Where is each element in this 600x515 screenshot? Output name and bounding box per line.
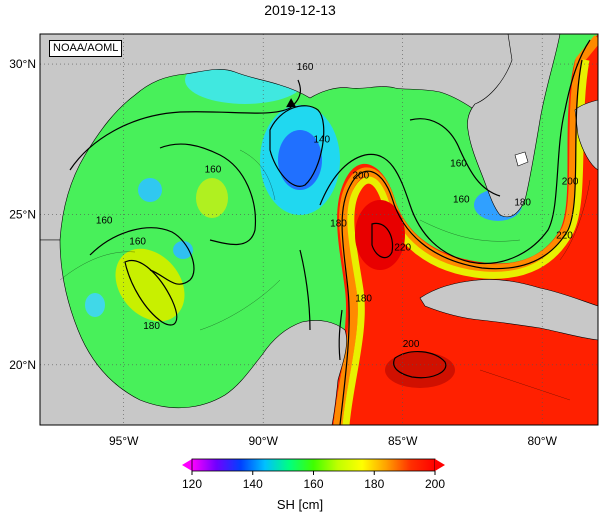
colorbar-gradient <box>191 458 436 472</box>
colorbar-tick-label: 140 <box>243 477 263 491</box>
cool-spot-a <box>138 178 162 202</box>
axis-labels: 30°N 25°N 20°N 95°W 90°W 85°W 80°W <box>9 57 557 448</box>
colorbar-right-arrow <box>435 459 445 471</box>
contour-label: 200 <box>403 339 420 350</box>
florida-peninsula <box>467 34 561 218</box>
colorbar-tick-label: 160 <box>303 477 323 491</box>
lon-tick-label: 90°W <box>248 434 278 448</box>
colorbar-tick-label: 120 <box>182 477 202 491</box>
contour-180-loop <box>319 39 591 264</box>
mexico-coast <box>40 239 347 425</box>
contour-160-east <box>409 118 501 197</box>
contour-labels: 160 140 160 200 180 160 160 180 220 160 160 180 200 2… <box>96 62 579 350</box>
minor-contours <box>59 149 591 401</box>
contour-label: 180 <box>355 294 372 305</box>
lon-tick-label: 80°W <box>527 434 557 448</box>
colorbar: 120 140 160 180 200 <box>182 458 445 491</box>
warm-water-region <box>330 34 598 425</box>
contour-180-yucatan <box>338 309 343 361</box>
contour-label: 160 <box>297 62 314 73</box>
contour-180-south <box>299 249 311 331</box>
graticule <box>40 34 598 425</box>
lat-tick-label: 25°N <box>9 207 36 221</box>
bahamas <box>574 99 598 171</box>
lon-tick-label: 85°W <box>388 434 418 448</box>
contour-label: 160 <box>205 164 222 175</box>
contour-label: 140 <box>313 134 330 145</box>
hot-core <box>355 200 405 270</box>
us-gulf-coast <box>40 34 521 241</box>
lat-tick-label: 20°N <box>9 358 36 372</box>
cool-spot-b <box>173 241 193 259</box>
contour-label: 220 <box>394 243 411 254</box>
contour-label: 160 <box>450 158 467 169</box>
lat-tick-label: 30°N <box>9 57 36 71</box>
warm-spot-west <box>115 248 185 322</box>
cool-spot-c <box>85 293 105 317</box>
contour-label: 160 <box>129 237 146 248</box>
cuba <box>419 279 598 341</box>
contour-200-south <box>393 351 447 379</box>
colorbar-left-arrow <box>182 459 192 471</box>
contour-160-north <box>69 79 301 171</box>
map-title: 2019-12-13 <box>264 2 336 18</box>
map-frame <box>39 33 599 426</box>
contour-lines <box>69 39 591 425</box>
contour-160-west <box>89 227 195 285</box>
contour-label: 200 <box>353 170 370 181</box>
contour-200-loop <box>339 59 583 425</box>
warm-spot-center <box>196 178 228 218</box>
contour-label: 180 <box>514 197 531 208</box>
contour-label: 160 <box>96 215 113 226</box>
contour-160-center <box>159 143 257 245</box>
contour-label: 180 <box>330 218 347 229</box>
contour-label: 160 <box>453 194 470 205</box>
colorbar-label: SH [cm] <box>276 497 324 512</box>
contour-220-core <box>371 222 394 259</box>
station-marker-icon <box>286 98 297 108</box>
contour-label: 200 <box>562 176 579 187</box>
contour-140 <box>269 105 325 187</box>
plot-area: 160 140 160 200 180 160 160 180 220 160 160 180 200 2… <box>40 34 598 425</box>
contour-180-west <box>124 260 178 326</box>
cool-eddy-core <box>278 130 322 190</box>
colorbar-tick-label: 200 <box>425 477 445 491</box>
colorbar-tick-label: 180 <box>364 477 384 491</box>
lon-tick-label: 95°W <box>109 434 139 448</box>
credit-label: NOAA/AOML <box>49 40 123 57</box>
contour-label: 220 <box>556 231 573 242</box>
contour-label: 180 <box>143 321 160 332</box>
lake-okeechobee <box>514 151 529 167</box>
colorbar-ticks: 120 140 160 180 200 <box>182 471 445 491</box>
